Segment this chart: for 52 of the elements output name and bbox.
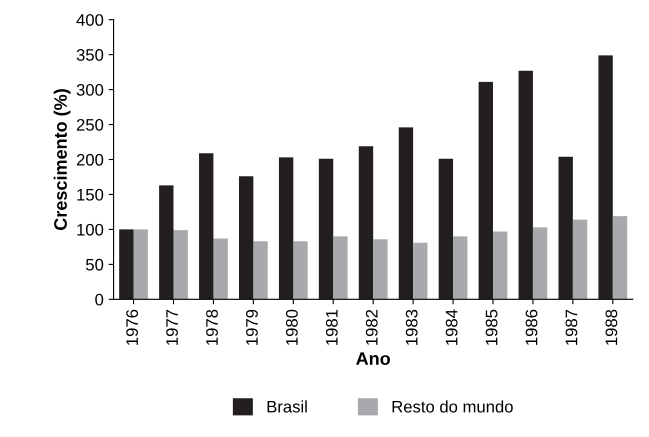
x-tick-label: 1980 [286,310,298,345]
bar [213,238,228,300]
y-tick-label: 200 [76,154,104,166]
y-tick-label: 250 [76,118,104,131]
y-tick-label: 50 [86,258,104,271]
x-tick-label: 1986 [526,310,538,345]
x-tick-label: 1981 [326,310,338,345]
legend-label: Brasil [268,400,307,413]
x-tick-label: 1983 [406,310,418,345]
bar [159,185,174,300]
bar [199,153,214,300]
bar [558,156,573,300]
bar [413,242,428,300]
bar [119,229,134,300]
bar [492,232,508,300]
bar [293,241,308,300]
bar [478,82,493,300]
bar [612,216,628,300]
bar [518,70,533,300]
x-tick-label: 1976 [126,310,138,345]
bar [373,239,388,300]
bar [438,158,454,300]
x-tick-label: 1982 [366,310,378,345]
y-tick-label: 100 [77,224,104,236]
bar [398,127,414,300]
y-tick-label: 300 [76,84,104,96]
bar [572,220,588,300]
y-tick-label: 400 [76,14,104,26]
bar [453,236,468,300]
bar [598,55,613,300]
legend-label: Resto do mundo [392,400,513,413]
bar [318,158,334,300]
x-axis-title: Ano [356,352,390,365]
x-tick-label: 1978 [206,310,218,345]
bar [532,227,548,300]
bar [278,157,294,300]
y-axis-title: Crescimento (%) [54,89,70,230]
y-tick-label: 150 [77,188,104,201]
x-tick-label: 1984 [446,310,458,345]
bar [333,236,348,300]
bar [173,230,188,300]
x-tick-label: 1979 [246,310,258,345]
y-tick-label: 350 [76,49,104,61]
y-tick-label: 0 [95,294,104,306]
bar [238,176,254,300]
bar [134,229,148,300]
x-tick-label: 1985 [486,310,498,345]
x-tick-label: 1988 [605,310,618,345]
x-tick-label: 1987 [566,310,578,345]
bar [358,146,374,300]
bar [253,241,268,300]
x-tick-label: 1977 [166,310,178,345]
